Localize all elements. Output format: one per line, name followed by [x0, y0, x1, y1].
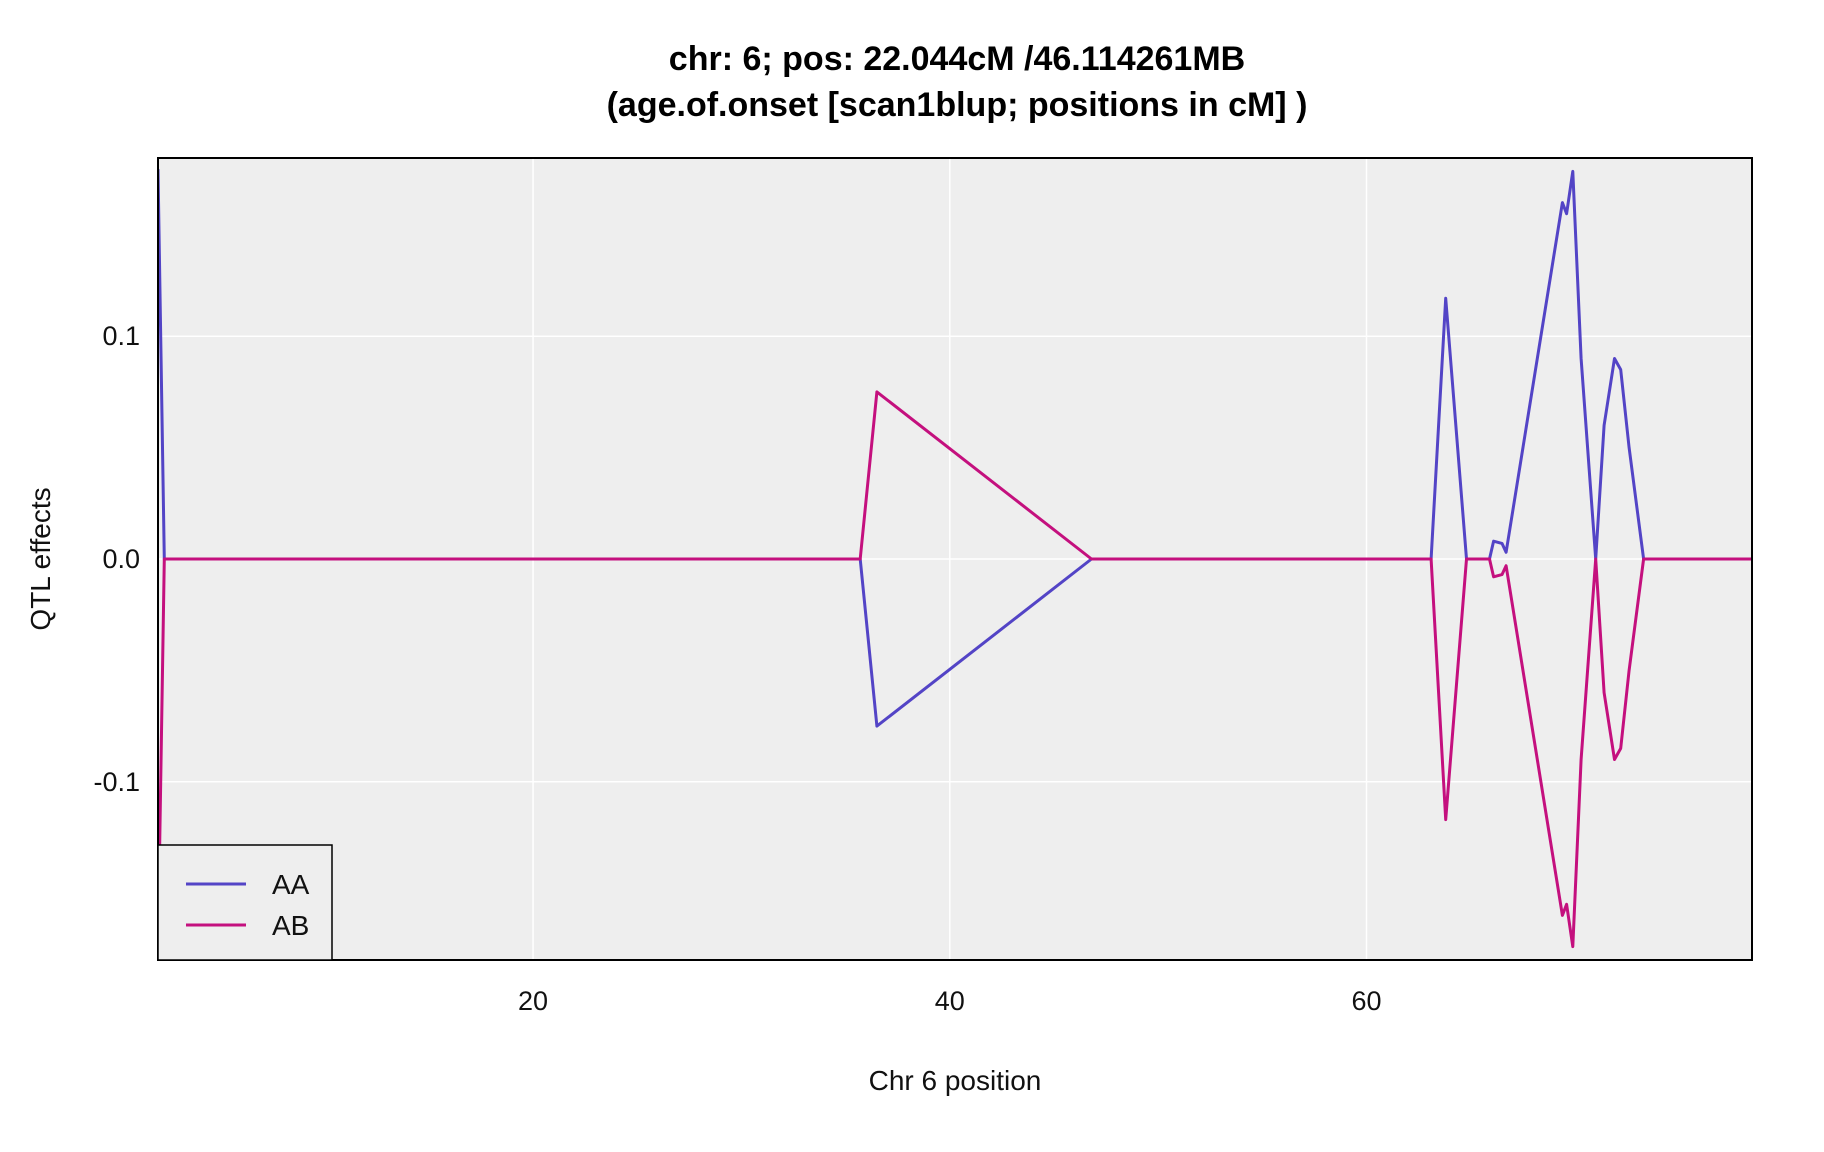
x-tick-label: 20	[518, 986, 548, 1016]
plot-frame	[157, 157, 1753, 961]
series-line-ab	[158, 390, 1752, 949]
series-lines	[158, 169, 1752, 949]
y-tick-label: 0.0	[102, 544, 140, 574]
x-axis-ticks: 20 40 60	[518, 986, 1382, 1016]
y-tick-label: 0.1	[102, 321, 140, 351]
series-line-aa	[158, 169, 1752, 728]
x-tick-label: 60	[1351, 986, 1381, 1016]
x-axis-label: Chr 6 position	[869, 1065, 1042, 1096]
y-axis-label: QTL effects	[25, 487, 56, 630]
legend-box	[157, 844, 333, 961]
legend-label-ab: AB	[272, 910, 309, 941]
legend: AA AB	[157, 844, 333, 961]
chart-subtitle: (age.of.onset [scan1blup; positions in c…	[607, 86, 1308, 124]
x-tick-label: 40	[935, 986, 965, 1016]
chart-title: chr: 6; pos: 22.044cM /46.114261MB	[669, 40, 1245, 78]
legend-label-aa: AA	[272, 869, 310, 900]
y-axis-ticks: -0.1 0.0 0.1	[93, 321, 140, 797]
y-tick-label: -0.1	[93, 767, 140, 797]
